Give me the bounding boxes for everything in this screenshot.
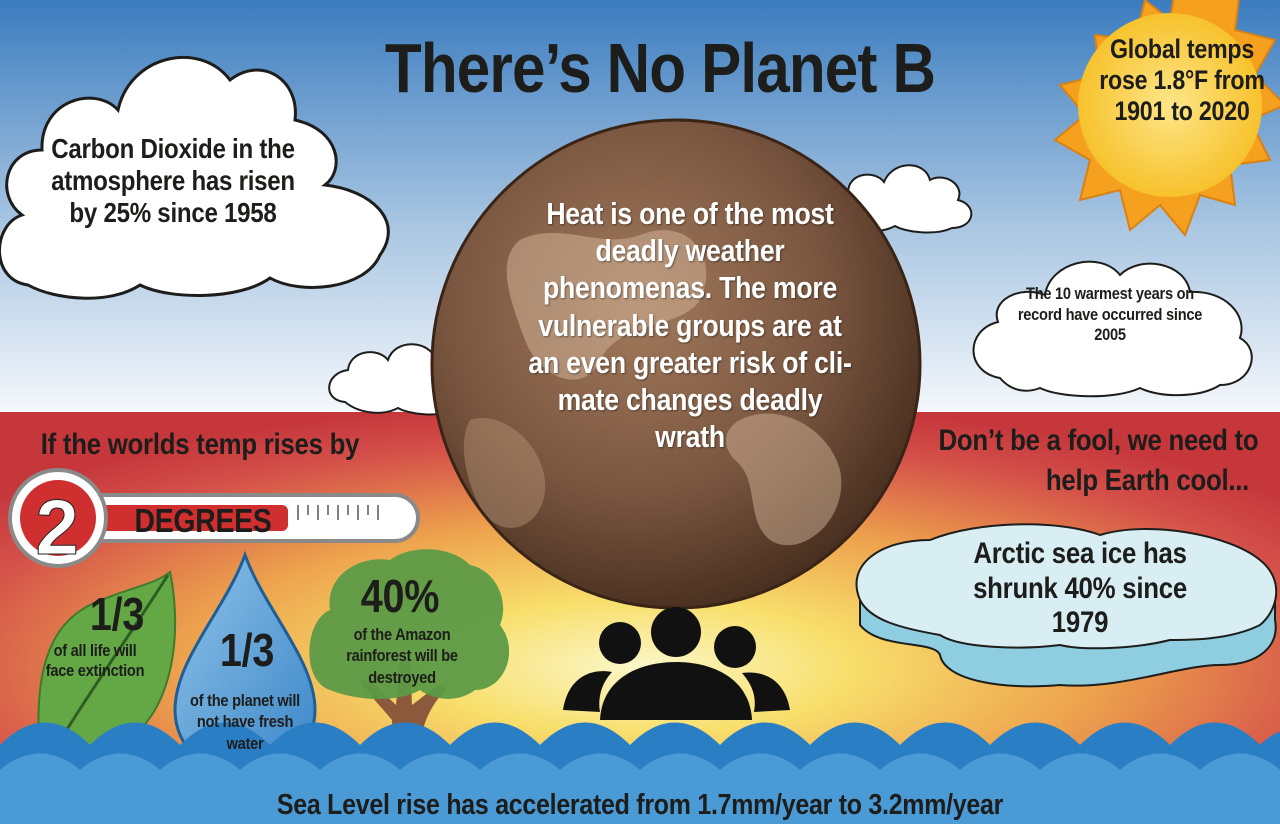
sea-level-fact: Sea Level rise has accelerated from 1.7m… <box>276 789 1004 821</box>
arctic-ice-fact: Arctic sea ice has shrunk 40% since 1979 <box>973 537 1187 639</box>
thermometer-number: 2 <box>35 483 79 571</box>
thermometer-unit: DEGREES <box>134 502 272 539</box>
thermometer-icon <box>8 468 420 568</box>
global-temps-fact: Global temps rose 1.8°F from 1901 to 202… <box>1099 34 1265 127</box>
page-title: There’s No Planet B <box>384 29 936 107</box>
cloud-icon <box>0 56 390 300</box>
heat-fact: Heat is one of the most deadly weather p… <box>528 196 852 455</box>
fresh-water-caption: of the planet will not have fresh water <box>190 691 300 753</box>
co2-fact: Carbon Dioxide in the atmosphere has ris… <box>51 133 295 229</box>
warmest-years-fact: The 10 warmest years on record have occu… <box>1017 284 1203 345</box>
earth-icon <box>430 118 922 610</box>
ice-floe-icon <box>855 523 1278 688</box>
fresh-water-stat: 1/3 <box>219 624 275 676</box>
wave-icon <box>0 722 1280 824</box>
cloud-icon <box>972 260 1253 398</box>
extinction-caption: of all life will face extinction <box>45 641 145 681</box>
slogan-line-2: help Earth cool... <box>1045 464 1250 497</box>
rainforest-caption: of the Amazon rainforest will be destroy… <box>346 625 458 687</box>
extinction-stat: 1/3 <box>89 588 145 640</box>
people-icon <box>563 607 790 720</box>
rainforest-stat: 40% <box>360 570 440 622</box>
sun-icon <box>1053 0 1280 237</box>
slogan-line-1: Don’t be a fool, we need to <box>938 424 1259 457</box>
temp-rise-heading: If the worlds temp rises by <box>40 428 360 461</box>
